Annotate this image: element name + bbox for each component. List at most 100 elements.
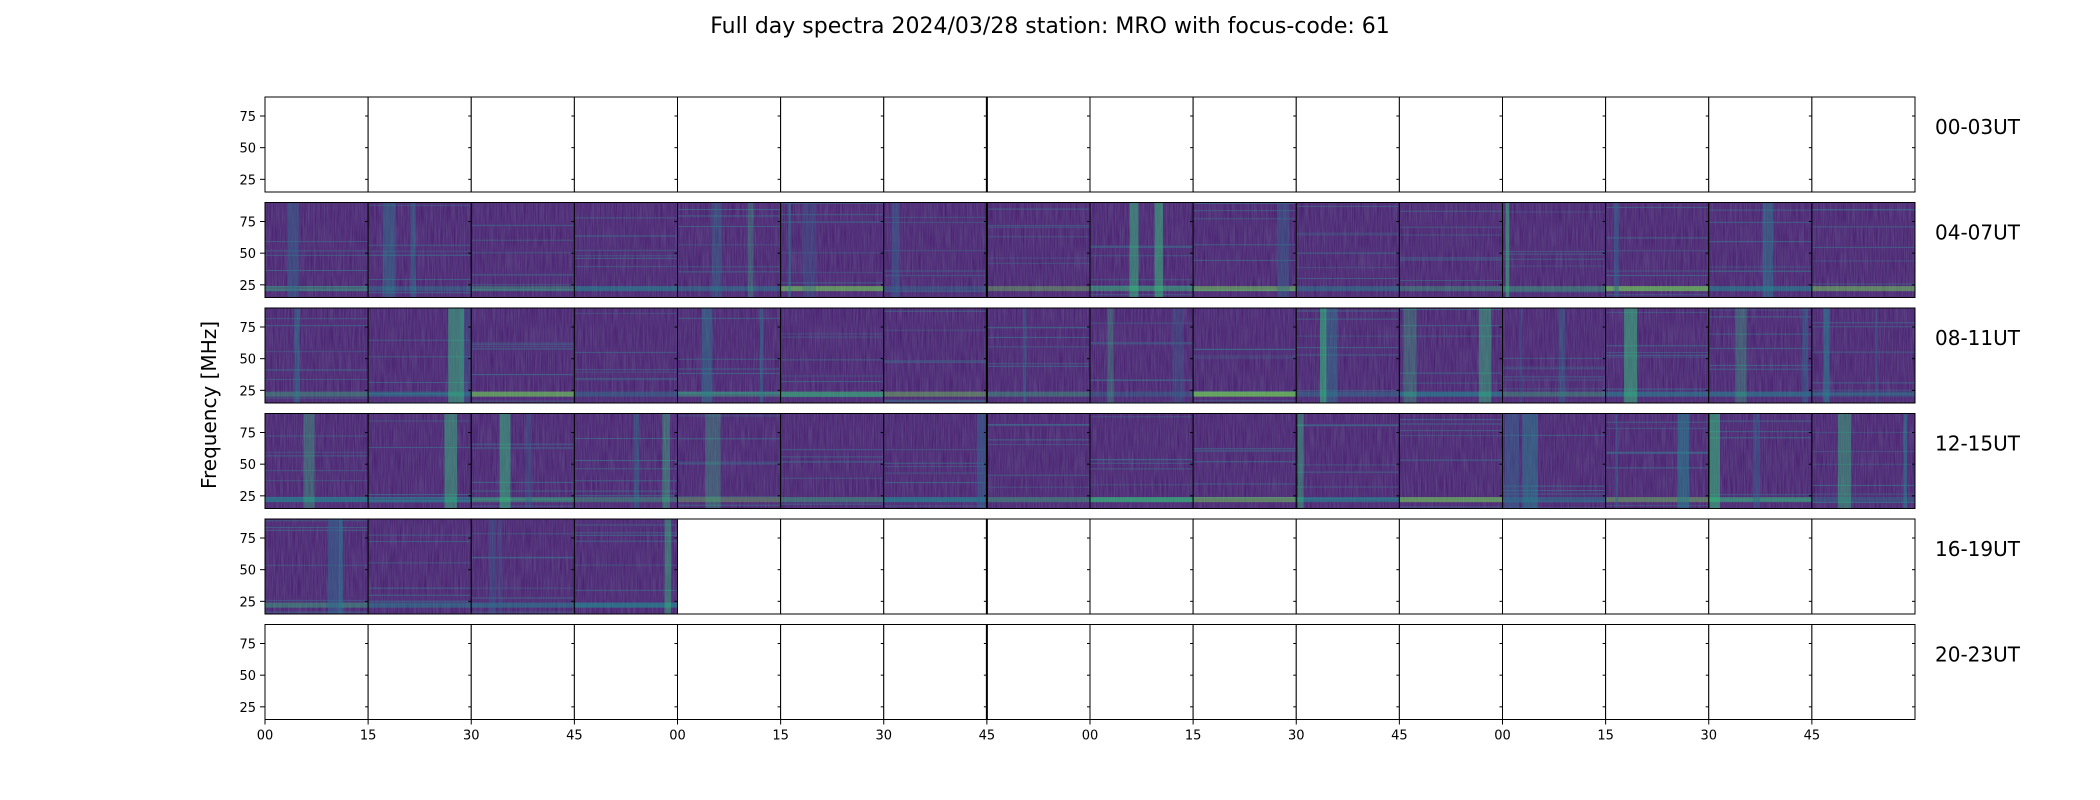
- empty-panel: [1708, 624, 1813, 720]
- panel-background: [1193, 519, 1297, 614]
- panel-frame: [1811, 202, 1916, 298]
- panel-background: [1708, 624, 1812, 720]
- low-frequency-band: [471, 602, 575, 608]
- x-tick-label: 15: [1597, 729, 1614, 744]
- burst-column: [662, 413, 670, 509]
- y-tick-label: 75: [239, 427, 256, 442]
- panel-background: [677, 97, 781, 192]
- low-frequency-band: [368, 391, 472, 397]
- spectrogram-panel: [780, 202, 885, 298]
- spectrogram-panel: [1089, 202, 1194, 298]
- panel-background: [986, 624, 1090, 720]
- spectrogram-panel: [986, 413, 1091, 509]
- burst-column: [747, 202, 754, 298]
- spectrogram-panel: [1708, 202, 1813, 298]
- y-tick-label: 50: [239, 247, 256, 262]
- spectrogram-panel: [1398, 202, 1503, 298]
- panel-texture: [883, 308, 987, 403]
- low-frequency-band: [677, 391, 781, 397]
- row-label: 16-19UT: [1935, 537, 2021, 561]
- y-tick-label: 25: [239, 173, 256, 188]
- panel-texture: [1296, 202, 1400, 298]
- low-frequency-band: [471, 391, 575, 397]
- burst-column: [294, 308, 300, 403]
- panel-background: [265, 624, 369, 720]
- low-frequency-band: [677, 286, 781, 292]
- burst-column: [498, 519, 502, 614]
- panel-texture: [1090, 413, 1194, 509]
- low-frequency-band: [1605, 286, 1709, 292]
- panel-background: [677, 519, 781, 614]
- burst-column: [1558, 308, 1566, 403]
- row-label: 20-23UT: [1935, 643, 2021, 667]
- panel-background: [1708, 97, 1812, 192]
- panel-texture: [265, 413, 369, 509]
- empty-panel: [264, 96, 369, 193]
- low-frequency-band: [265, 602, 369, 608]
- empty-panel: [677, 624, 782, 720]
- spectrogram-panel: [1502, 202, 1607, 298]
- panel-texture: [471, 519, 575, 614]
- low-frequency-band: [1708, 286, 1812, 292]
- low-frequency-band: [780, 391, 884, 397]
- spectrogram-panel: [1708, 413, 1813, 509]
- burst-column: [1324, 308, 1338, 403]
- low-frequency-band: [471, 497, 575, 503]
- burst-column: [633, 413, 640, 509]
- low-frequency-band: [1399, 391, 1503, 397]
- burst-column: [891, 202, 900, 298]
- panel-texture: [574, 519, 678, 614]
- spectrogram-panel: [367, 413, 472, 509]
- burst-column: [1403, 308, 1417, 403]
- burst-column: [1752, 413, 1761, 509]
- empty-panel: [367, 624, 472, 720]
- panel-background: [1296, 519, 1400, 614]
- x-tick-label: 45: [566, 729, 583, 744]
- empty-panel: [573, 96, 678, 193]
- low-frequency-band: [780, 286, 884, 292]
- empty-panel: [1398, 518, 1503, 615]
- burst-column: [1277, 202, 1290, 298]
- panel-background: [1605, 624, 1709, 720]
- spectrogram-panel: [883, 307, 988, 404]
- y-tick-label: 75: [239, 216, 256, 231]
- burst-column: [287, 202, 299, 298]
- burst-column: [489, 519, 496, 614]
- burst-column: [1677, 413, 1690, 509]
- burst-column: [1875, 308, 1878, 403]
- row-label: 08-11UT: [1935, 326, 2021, 350]
- spectrogram-panel: [986, 202, 1091, 298]
- panel-texture: [986, 413, 1090, 509]
- y-tick-label: 50: [239, 142, 256, 157]
- spectrogram-grid: [264, 96, 1916, 720]
- burst-column: [759, 308, 764, 403]
- low-frequency-band: [265, 497, 369, 503]
- y-axis-label: Frequency [MHz]: [197, 321, 221, 489]
- spectrogram-panel: [1295, 202, 1400, 298]
- panel-texture: [1399, 413, 1503, 509]
- panel-frame: [1811, 307, 1916, 404]
- x-tick-label: 45: [1804, 729, 1821, 744]
- low-frequency-band: [574, 391, 678, 397]
- panel-texture: [1811, 202, 1915, 298]
- burst-column: [444, 413, 458, 509]
- empty-panel: [986, 624, 1091, 720]
- empty-panel: [1605, 624, 1710, 720]
- spectrogram-panel: [1192, 413, 1297, 509]
- burst-column: [382, 202, 396, 298]
- empty-panel: [986, 96, 1091, 193]
- panel-background: [780, 97, 884, 192]
- x-tick-label: 45: [1391, 729, 1408, 744]
- burst-column: [1522, 413, 1538, 509]
- low-frequency-band: [1296, 497, 1400, 503]
- empty-panel: [470, 96, 575, 193]
- empty-panel: [1089, 624, 1194, 720]
- panel-background: [1708, 519, 1812, 614]
- panel-texture: [1399, 308, 1503, 403]
- spectrogram-panel: [470, 413, 575, 509]
- burst-column: [711, 202, 722, 298]
- low-frequency-band: [1090, 497, 1194, 503]
- spectrogram-panel: [470, 518, 575, 615]
- spectrogram-panel: [264, 307, 369, 404]
